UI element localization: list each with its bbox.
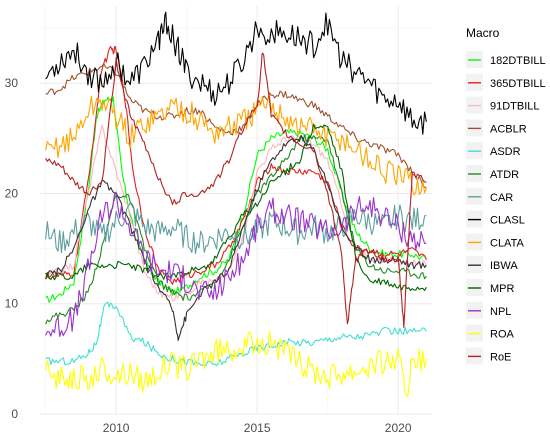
x-tick-label: 2020 [385, 421, 412, 435]
legend: Macro 182DTBILL 365DTBILL 91DTBILL ACBLR ASD… [466, 26, 546, 365]
series-line-roa [45, 330, 427, 398]
legend-item: ATDR [466, 165, 519, 182]
legend-item: NPL [466, 301, 511, 319]
x-tick-label: 2010 [103, 421, 130, 435]
legend-item: CLATA [466, 233, 524, 251]
series-line-car [45, 202, 427, 255]
legend-label: IBWA [490, 260, 518, 272]
legend-label: 365DTBILL [490, 78, 546, 90]
legend-item: 91DTBILL [466, 96, 540, 114]
axis-tick-labels: 0 10 20 30 2010 2015 2020 [5, 76, 412, 435]
legend-item: 182DTBILL [466, 51, 546, 68]
legend-label: ACBLR [490, 123, 527, 135]
legend-label: MPR [490, 283, 515, 295]
series-line-asdr [45, 301, 427, 367]
legend-item: ASDR [466, 142, 521, 160]
x-tick-label: 2015 [244, 421, 271, 435]
series-line-365dtbill [45, 45, 427, 285]
legend-label: 182DTBILL [490, 55, 546, 67]
legend-label: NPL [490, 306, 511, 318]
series-line-npl [45, 191, 427, 337]
legend-label: RoE [490, 351, 511, 363]
series-lines [45, 11, 427, 398]
legend-label: ATDR [490, 169, 519, 181]
legend-item: CLASL [466, 210, 525, 228]
y-tick-label: 0 [11, 407, 18, 421]
legend-label: ASDR [490, 146, 521, 158]
legend-item: IBWA [466, 256, 518, 274]
legend-title: Macro [466, 26, 500, 40]
series-line-clata [45, 94, 427, 196]
y-tick-label: 30 [5, 76, 19, 90]
legend-label: 91DTBILL [490, 101, 540, 113]
legend-label: ROA [490, 329, 515, 341]
legend-label: CLASL [490, 215, 525, 227]
legend-item: MPR [466, 279, 515, 296]
gridlines [40, 6, 432, 415]
y-tick-label: 20 [5, 186, 19, 200]
series-line-roe [45, 52, 427, 329]
legend-label: CAR [490, 192, 513, 204]
series-line-clasl [45, 11, 427, 135]
legend-item: ROA [466, 324, 515, 342]
legend-item: 365DTBILL [466, 73, 546, 91]
series-line-mpr [45, 123, 427, 292]
legend-items: 182DTBILL 365DTBILL 91DTBILL ACBLR ASDR ATDR C… [466, 51, 546, 365]
legend-item: CAR [466, 187, 513, 205]
y-tick-label: 10 [5, 297, 19, 311]
legend-item: RoE [466, 347, 511, 365]
series-line-ibwa [45, 135, 427, 341]
legend-item: ACBLR [466, 119, 527, 137]
legend-label: CLATA [490, 237, 524, 249]
